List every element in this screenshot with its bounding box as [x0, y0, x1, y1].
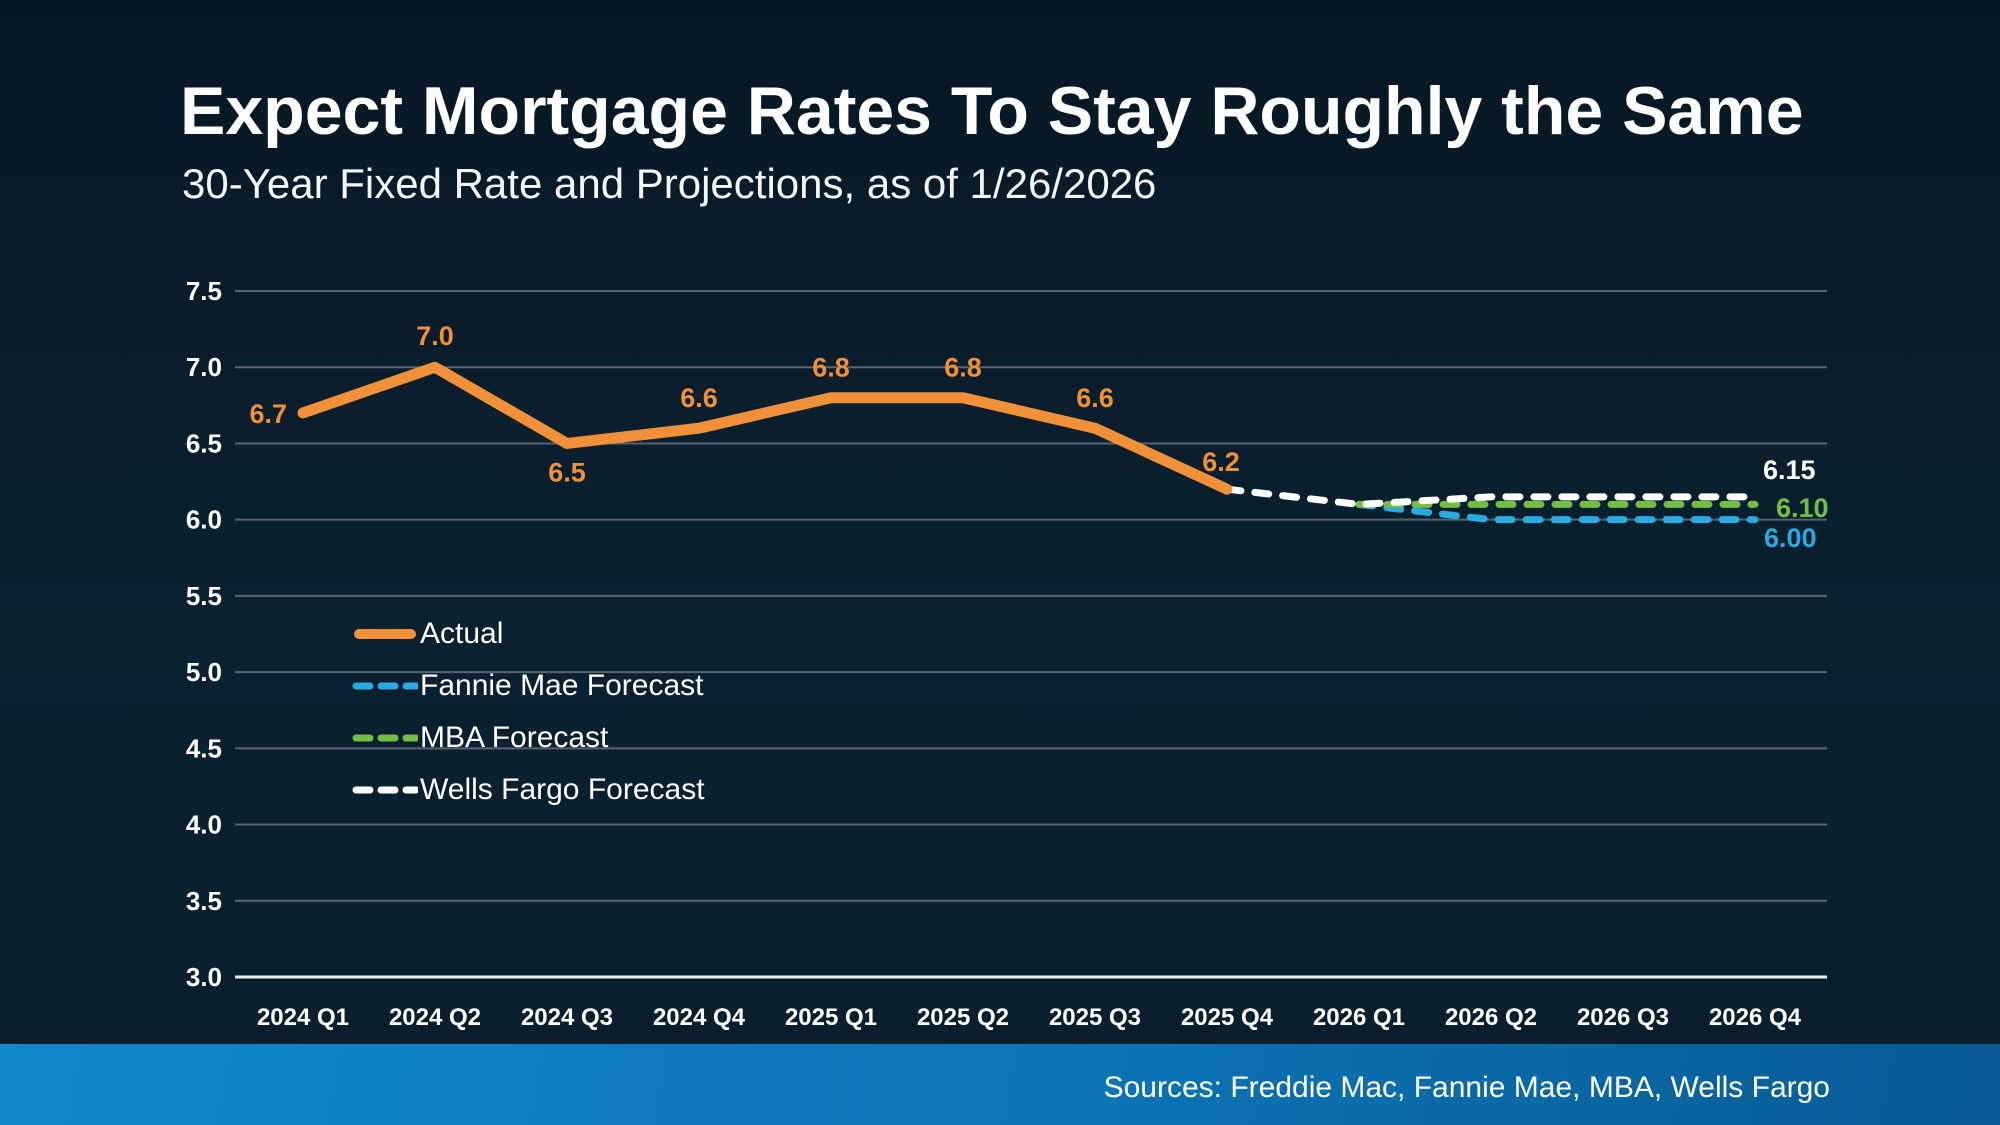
- chart-legend: Actual Fannie Mae Forecast MBA Forecast …: [352, 608, 705, 816]
- x-axis-label: 2026 Q1: [1313, 1004, 1405, 1031]
- x-axis-label: 2025 Q1: [785, 1004, 877, 1031]
- x-axis-label: 2024 Q1: [257, 1004, 349, 1031]
- x-axis-label: 2024 Q3: [521, 1004, 613, 1031]
- page-title: Expect Mortgage Rates To Stay Roughly th…: [180, 73, 1804, 149]
- x-axis-label: 2025 Q4: [1181, 1004, 1274, 1031]
- x-axis-label: 2026 Q2: [1445, 1004, 1537, 1031]
- legend-item-actual: Actual: [352, 608, 705, 660]
- legend-swatch-wells-fargo-icon: [352, 786, 418, 794]
- x-axis-label: 2024 Q4: [653, 1004, 746, 1031]
- data-label: 6.2: [1202, 447, 1240, 477]
- legend-swatch-fannie-mae-icon: [352, 682, 418, 690]
- legend-swatch-mba-icon: [352, 734, 418, 742]
- series-end-label-wells-fargo-forecast: 6.15: [1763, 455, 1816, 485]
- data-label: 6.6: [1076, 383, 1114, 413]
- y-axis-tick-label: 5.5: [186, 581, 222, 611]
- y-axis-tick-label: 3.5: [186, 886, 222, 916]
- legend-item-mba-forecast: MBA Forecast: [352, 712, 705, 764]
- x-axis-label: 2024 Q2: [389, 1004, 481, 1031]
- series-end-label-fannie-mae-forecast: 6.00: [1764, 523, 1817, 553]
- y-axis-tick-label: 6.0: [186, 505, 222, 535]
- legend-label-wells-fargo: Wells Fargo Forecast: [420, 773, 705, 806]
- legend-swatch-actual-icon: [354, 629, 416, 639]
- data-label: 6.8: [812, 353, 850, 383]
- legend-item-wells-fargo-forecast: Wells Fargo Forecast: [352, 764, 705, 816]
- legend-label-mba: MBA Forecast: [420, 721, 609, 754]
- x-axis-label: 2025 Q3: [1049, 1004, 1141, 1031]
- series-line-fannie-mae-forecast: [1355, 500, 1759, 524]
- legend-label-fannie-mae: Fannie Mae Forecast: [420, 669, 704, 702]
- y-axis-tick-label: 3.0: [186, 962, 222, 992]
- sources-bar: Sources: Freddie Mac, Fannie Mae, MBA, W…: [0, 1044, 2000, 1125]
- y-axis-tick-label: 6.5: [186, 428, 222, 458]
- y-axis-tick-label: 5.0: [186, 657, 222, 687]
- y-axis-tick-label: 7.0: [186, 352, 222, 382]
- data-label: 6.6: [680, 383, 718, 413]
- data-label: 6.7: [249, 399, 287, 429]
- data-label: 6.5: [548, 457, 586, 487]
- series-end-label-mba-forecast: 6.10: [1776, 493, 1829, 523]
- data-label: 6.8: [944, 353, 982, 383]
- series-line-actual: [297, 361, 1233, 495]
- data-label: 7.0: [416, 321, 454, 351]
- legend-label-actual: Actual: [420, 617, 504, 650]
- series-line-wells-fargo-forecast: [1223, 485, 1759, 508]
- y-axis-tick-label: 4.5: [186, 733, 222, 763]
- x-axis-label: 2026 Q3: [1577, 1004, 1669, 1031]
- sources-text: Sources: Freddie Mac, Fannie Mae, MBA, W…: [1103, 1070, 1830, 1104]
- y-axis-tick-label: 4.0: [186, 810, 222, 840]
- x-axis-label: 2025 Q2: [917, 1004, 1009, 1031]
- page-subtitle: 30-Year Fixed Rate and Projections, as o…: [182, 160, 1157, 207]
- x-axis-label: 2026 Q4: [1709, 1004, 1802, 1031]
- legend-item-fannie-mae-forecast: Fannie Mae Forecast: [352, 660, 705, 712]
- y-axis-tick-label: 7.5: [186, 276, 222, 306]
